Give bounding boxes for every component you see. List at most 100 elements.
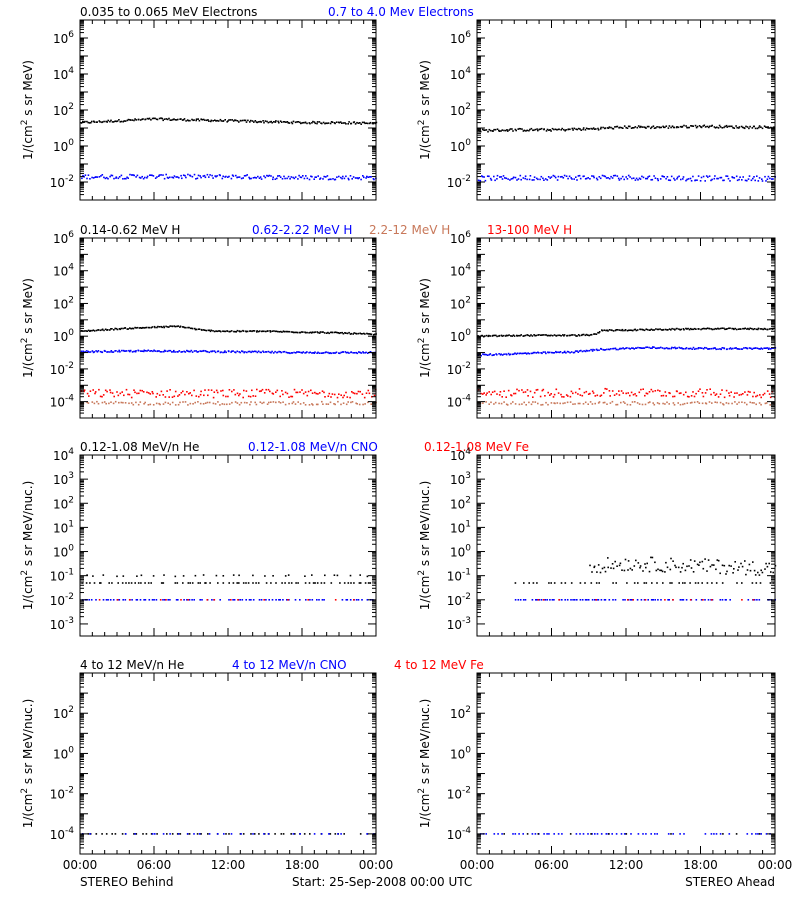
data-point — [207, 329, 210, 332]
data-point — [672, 833, 674, 835]
data-point — [299, 391, 301, 393]
data-point — [641, 328, 644, 331]
data-point — [353, 599, 355, 601]
data-point — [122, 178, 124, 180]
data-point — [614, 560, 616, 563]
data-point — [626, 127, 629, 129]
data-point — [117, 582, 119, 584]
data-point — [330, 582, 333, 584]
data-point — [541, 403, 544, 406]
data-point — [340, 351, 343, 354]
data-point — [520, 334, 522, 336]
data-point — [644, 599, 647, 601]
data-point — [701, 402, 704, 405]
data-point — [722, 833, 724, 835]
data-point — [552, 396, 555, 398]
data-point — [482, 393, 484, 395]
data-point — [485, 833, 487, 835]
data-point — [651, 178, 654, 181]
data-point — [139, 401, 142, 403]
data-point — [490, 393, 492, 396]
data-point — [637, 125, 640, 127]
data-point — [294, 121, 297, 124]
data-point — [685, 391, 687, 394]
data-point — [120, 401, 123, 404]
data-point — [373, 178, 375, 181]
data-point — [162, 599, 164, 601]
data-point — [240, 330, 242, 333]
data-point — [290, 121, 293, 124]
data-point — [519, 174, 522, 177]
data-point — [670, 329, 672, 331]
data-point — [345, 599, 348, 601]
data-point — [142, 326, 144, 329]
data-point — [153, 599, 155, 601]
data-point — [321, 400, 323, 403]
data-point — [152, 392, 154, 395]
data-point — [631, 177, 633, 180]
data-point — [507, 389, 510, 392]
data-point — [346, 599, 349, 601]
data-point — [277, 175, 279, 177]
data-point — [104, 350, 106, 352]
data-point — [518, 833, 520, 835]
data-point — [176, 833, 179, 835]
data-point — [736, 582, 738, 584]
data-point — [654, 599, 656, 601]
data-point — [562, 334, 564, 336]
data-point — [528, 129, 530, 132]
data-point — [353, 332, 355, 334]
data-point — [119, 121, 122, 123]
data-point — [245, 121, 248, 123]
data-point — [367, 176, 369, 178]
data-point — [100, 582, 102, 584]
data-point — [240, 177, 243, 180]
data-point — [545, 352, 547, 355]
data-point — [608, 329, 611, 331]
data-point — [673, 328, 675, 330]
data-point — [632, 177, 635, 179]
data-point — [278, 350, 280, 353]
data-point — [681, 566, 683, 569]
data-point — [533, 391, 536, 394]
data-point — [124, 327, 127, 329]
data-point — [488, 128, 491, 131]
data-point — [217, 833, 219, 835]
data-point — [255, 177, 257, 179]
data-point — [282, 351, 285, 353]
data-point — [306, 331, 308, 334]
data-point — [634, 401, 636, 403]
data-point — [583, 350, 585, 352]
data-point — [710, 179, 712, 182]
data-point — [231, 350, 233, 353]
data-point — [329, 122, 332, 125]
data-point — [620, 833, 623, 835]
data-point — [219, 174, 221, 177]
data-point — [653, 175, 655, 177]
data-point — [352, 176, 355, 178]
data-point — [625, 392, 627, 395]
x-tick-label: 00:00 — [460, 858, 495, 872]
data-point — [262, 350, 264, 353]
data-point — [309, 599, 311, 601]
data-point — [312, 404, 314, 406]
data-point — [534, 351, 536, 354]
data-point — [202, 329, 205, 331]
data-point — [117, 177, 120, 180]
data-point — [191, 394, 193, 397]
data-point — [708, 401, 711, 403]
data-point — [521, 352, 523, 355]
data-point — [551, 334, 554, 337]
data-point — [223, 351, 226, 354]
data-point — [211, 599, 213, 601]
data-point — [326, 175, 329, 177]
data-point — [561, 833, 563, 835]
data-point — [501, 354, 504, 356]
data-point — [512, 334, 515, 336]
data-point — [224, 330, 227, 333]
data-point — [311, 574, 313, 576]
data-point — [180, 599, 182, 601]
data-point — [147, 404, 150, 406]
y-tick-label: 104 — [450, 263, 471, 279]
